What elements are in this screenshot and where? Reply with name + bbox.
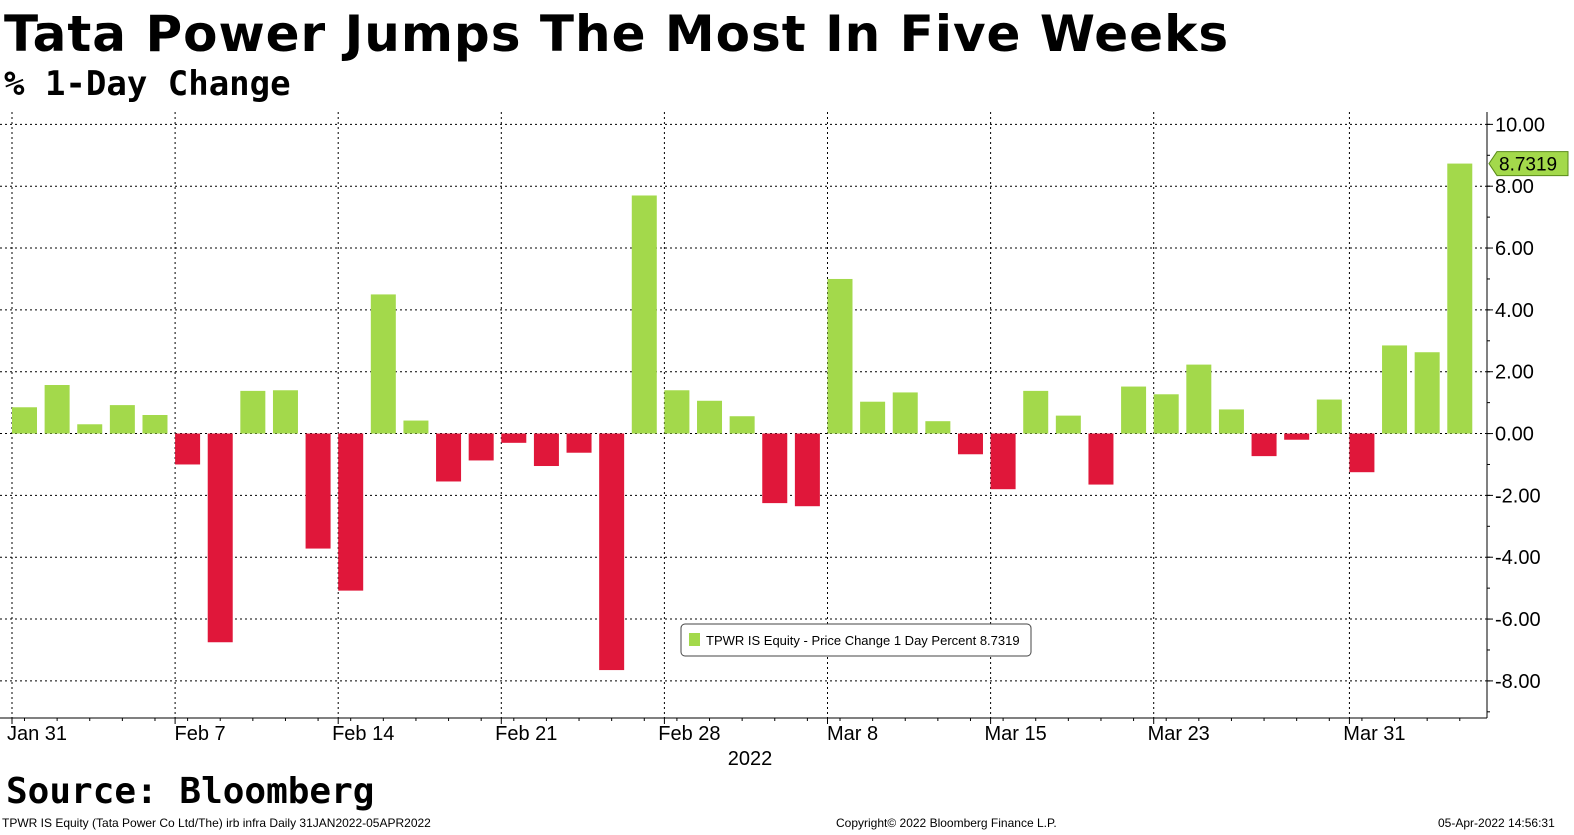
footer-copyright: Copyright© 2022 Bloomberg Finance L.P.: [836, 816, 1057, 830]
y-tick-label: 6.00: [1495, 238, 1534, 260]
bar: [240, 390, 266, 434]
bar: [207, 433, 233, 643]
bar: [44, 385, 70, 434]
y-tick-label: 10.00: [1495, 114, 1545, 136]
bar: [860, 401, 886, 434]
bar: [990, 433, 1016, 490]
bar: [1382, 345, 1408, 434]
last-value-callout: [1488, 151, 1569, 177]
bar: [305, 433, 331, 549]
bar: [338, 433, 364, 591]
last-value-label: 8.7319: [1499, 155, 1557, 176]
bar: [729, 416, 755, 434]
x-tick-label: Mar 31: [1343, 723, 1405, 745]
bar: [1088, 433, 1114, 485]
bar: [1121, 386, 1147, 434]
bar: [533, 433, 559, 467]
bar: [77, 424, 103, 434]
bar: [762, 433, 788, 504]
x-tick-label: Feb 21: [495, 723, 557, 745]
x-axis-label: 2022: [728, 748, 773, 770]
bar: [403, 420, 429, 434]
legend-label: TPWR IS Equity - Price Change 1 Day Perc…: [706, 633, 1020, 648]
y-tick-label: -6.00: [1495, 609, 1541, 631]
x-tick-label: Feb 7: [175, 723, 226, 745]
y-tick-label: -8.00: [1495, 671, 1541, 693]
bar: [436, 433, 462, 482]
y-tick-label: 2.00: [1495, 362, 1534, 384]
y-tick-label: -4.00: [1495, 547, 1541, 569]
chart-subtitle: % 1-Day Change: [4, 64, 291, 104]
bar: [468, 433, 494, 461]
y-tick-label: 4.00: [1495, 300, 1534, 322]
bar: [1218, 409, 1244, 434]
bar-chart: 10.00 8.00 6.00 4.00 2.00 0.00 -2.00 -4.00 -6.00…: [0, 112, 1569, 770]
source-label: Source: Bloomberg: [6, 771, 375, 812]
bar: [1316, 399, 1342, 434]
bar: [1055, 415, 1081, 434]
bar: [175, 433, 201, 465]
x-tick-label: Feb 14: [332, 723, 394, 745]
x-tick-label: Feb 28: [658, 723, 720, 745]
bar: [272, 390, 298, 434]
x-tick-label: Jan 31: [7, 723, 67, 745]
bar: [566, 433, 592, 453]
bar: [12, 407, 37, 434]
bar: [1153, 394, 1179, 434]
bar: [697, 400, 723, 434]
bar: [631, 195, 657, 434]
bar: [109, 405, 135, 434]
bar: [1186, 364, 1212, 434]
bar: [1023, 390, 1049, 434]
bar: [827, 278, 853, 434]
legend-swatch: [689, 633, 700, 646]
bar: [1349, 433, 1375, 473]
x-tick-label: Mar 15: [984, 723, 1046, 745]
bar: [599, 433, 625, 671]
footer-timestamp: 05-Apr-2022 14:56:31: [1438, 816, 1555, 830]
bar: [370, 294, 396, 434]
footer-security-info: TPWR IS Equity (Tata Power Co Ltd/The) i…: [2, 816, 431, 830]
y-tick-label: 0.00: [1495, 424, 1534, 446]
bar: [664, 390, 690, 434]
bar: [501, 433, 527, 443]
bar: [142, 415, 168, 434]
bar: [794, 433, 820, 507]
bar: [957, 433, 983, 455]
bar: [1414, 352, 1440, 434]
bar: [1284, 433, 1310, 440]
y-tick-label: -2.00: [1495, 485, 1541, 507]
bar: [925, 421, 951, 434]
chart-title: Tata Power Jumps The Most In Five Weeks: [4, 5, 1230, 63]
bar: [892, 392, 918, 434]
bar: [1447, 163, 1473, 434]
bar: [1251, 433, 1277, 457]
legend-box: [680, 623, 1032, 657]
x-tick-label: Mar 23: [1148, 723, 1210, 745]
y-tick-label: 8.00: [1495, 176, 1534, 198]
x-tick-label: Mar 8: [827, 723, 878, 745]
